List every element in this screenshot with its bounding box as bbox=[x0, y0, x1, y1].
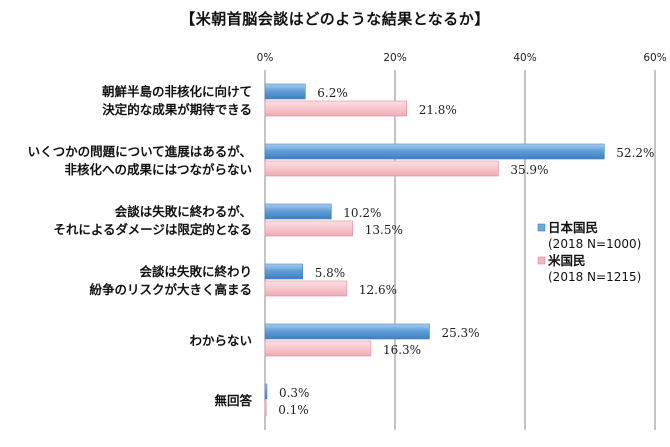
category-label: それによるダメージは限定的となる bbox=[53, 222, 252, 237]
category-label: 会談は失敗に終わるが、 bbox=[115, 204, 252, 219]
category-label: 紛争のリスクが大きく高まる bbox=[89, 282, 252, 297]
data-label: 10.2% bbox=[343, 206, 381, 220]
bar bbox=[264, 160, 499, 177]
bar bbox=[264, 280, 348, 297]
bar bbox=[264, 340, 372, 357]
x-tick-label: 60% bbox=[643, 52, 666, 64]
x-tick-label: 0% bbox=[257, 52, 274, 64]
category-label: 決定的な成果が期待できる bbox=[102, 102, 252, 117]
data-label: 0.1% bbox=[278, 403, 309, 417]
bar bbox=[264, 100, 407, 117]
bar bbox=[264, 263, 304, 280]
data-label: 13.5% bbox=[365, 223, 403, 237]
data-label: 21.8% bbox=[419, 103, 457, 117]
category-label: 朝鮮半島の非核化に向けて bbox=[102, 84, 252, 99]
data-label: 6.2% bbox=[317, 86, 348, 100]
data-label: 16.3% bbox=[383, 343, 421, 357]
legend-label: 日本国民 bbox=[548, 220, 598, 235]
category-label: 無回答 bbox=[214, 393, 252, 408]
legend-label: 米国民 bbox=[547, 253, 586, 268]
data-label: 5.8% bbox=[315, 266, 346, 280]
bar bbox=[264, 400, 267, 417]
data-label: 12.6% bbox=[359, 283, 397, 297]
bar bbox=[264, 143, 605, 160]
bar bbox=[264, 383, 268, 400]
legend-sample-size: (2018 N=1215) bbox=[548, 270, 641, 284]
x-tick-label: 40% bbox=[513, 52, 536, 64]
data-label: 25.3% bbox=[441, 326, 479, 340]
data-label: 35.9% bbox=[510, 163, 548, 177]
bar bbox=[264, 220, 354, 237]
x-tick-label: 20% bbox=[383, 52, 406, 64]
legend-swatch bbox=[537, 223, 546, 232]
bar bbox=[264, 203, 332, 220]
category-label: 会談は失敗に終わり bbox=[139, 264, 252, 279]
category-label: いくつかの問題について進展はあるが、 bbox=[28, 144, 252, 159]
bar bbox=[264, 323, 430, 340]
category-label: わからない bbox=[189, 333, 252, 348]
data-label: 52.2% bbox=[616, 146, 654, 160]
legend-swatch bbox=[537, 256, 546, 265]
data-label: 0.3% bbox=[279, 386, 310, 400]
chart-title: 【米朝首脳会談はどのような結果となるか】 bbox=[180, 10, 490, 28]
bar bbox=[264, 83, 306, 100]
legend-sample-size: (2018 N=1000) bbox=[548, 237, 641, 251]
category-label: 非核化への成果にはつながらない bbox=[64, 162, 252, 177]
